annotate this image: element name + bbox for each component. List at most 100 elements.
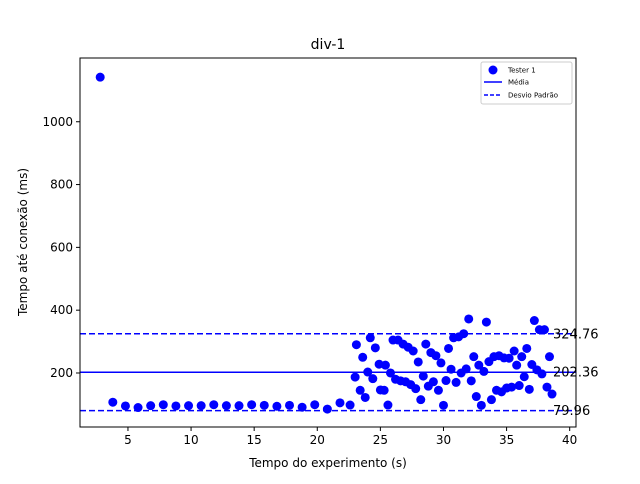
data-point	[479, 366, 489, 376]
data-point	[380, 360, 390, 370]
data-point	[451, 377, 461, 387]
std-dev-value-label: 79.96	[553, 404, 590, 419]
x-tick-label: 30	[436, 433, 451, 447]
data-point	[247, 400, 257, 410]
x-tick-label: 20	[310, 433, 325, 447]
data-point	[431, 351, 441, 361]
data-point	[196, 401, 206, 411]
x-tick-label: 15	[247, 433, 262, 447]
data-point	[416, 395, 426, 405]
data-point	[509, 346, 519, 356]
data-point	[95, 72, 105, 82]
data-point	[519, 372, 529, 382]
data-point	[547, 389, 557, 399]
data-point	[285, 400, 295, 410]
x-tick-label: 5	[124, 433, 132, 447]
data-point	[469, 352, 479, 362]
data-point	[418, 371, 428, 381]
data-point	[539, 325, 549, 335]
y-tick-label: 400	[50, 303, 73, 317]
data-point	[335, 398, 345, 408]
data-point	[446, 364, 456, 374]
data-point	[461, 364, 471, 374]
data-point	[504, 353, 514, 363]
data-point	[474, 360, 484, 370]
data-point	[133, 403, 143, 413]
data-point	[522, 343, 532, 353]
data-point	[234, 401, 244, 411]
legend-label-desvio: Desvio Padrão	[508, 92, 558, 100]
data-point	[413, 357, 423, 367]
data-point	[310, 400, 320, 410]
data-point	[108, 397, 118, 407]
data-point	[512, 360, 522, 370]
data-point	[411, 384, 421, 394]
data-point	[459, 329, 469, 339]
data-point	[355, 385, 365, 395]
data-point	[322, 404, 332, 414]
data-point	[537, 369, 547, 379]
data-point	[370, 343, 380, 353]
data-point	[481, 317, 491, 327]
x-tick-label: 35	[499, 433, 514, 447]
y-axis-label: Tempo até conexão (ms)	[16, 168, 30, 317]
data-point	[486, 395, 496, 405]
data-point	[444, 343, 454, 353]
data-point	[365, 333, 375, 343]
legend: Tester 1 Média Desvio Padrão	[480, 61, 573, 105]
data-point	[146, 401, 156, 411]
data-point	[350, 372, 360, 382]
data-point	[433, 385, 443, 395]
data-point	[297, 402, 307, 412]
data-point	[507, 382, 517, 392]
data-point	[158, 400, 168, 410]
data-point	[209, 400, 219, 410]
y-tick-label: 800	[50, 178, 73, 192]
x-tick-label: 25	[373, 433, 388, 447]
data-point	[542, 382, 552, 392]
chart-title: div-1	[311, 37, 346, 53]
data-point	[436, 358, 446, 368]
data-point	[272, 401, 282, 411]
data-point	[345, 400, 355, 410]
data-point	[476, 400, 486, 410]
data-point	[221, 401, 231, 411]
data-point	[466, 376, 476, 386]
data-point	[379, 385, 389, 395]
data-point	[471, 392, 481, 402]
data-point	[441, 376, 451, 386]
data-point	[421, 339, 431, 349]
data-point	[529, 316, 539, 326]
data-point	[524, 384, 534, 394]
data-point	[358, 352, 368, 362]
x-tick-label: 10	[183, 433, 198, 447]
data-point	[428, 377, 438, 387]
legend-label-media: Média	[508, 79, 529, 87]
y-tick-label: 1000	[42, 115, 73, 129]
data-point	[514, 381, 524, 391]
y-tick-label: 600	[50, 240, 73, 254]
data-point	[385, 368, 395, 378]
data-point	[184, 401, 194, 411]
data-point	[517, 352, 527, 362]
data-point	[259, 400, 269, 410]
legend-box	[480, 61, 573, 105]
x-tick-label: 40	[562, 433, 577, 447]
legend-marker-dot	[488, 65, 498, 75]
data-point	[383, 400, 393, 410]
data-point	[464, 314, 474, 324]
data-point	[368, 374, 378, 384]
data-point	[363, 367, 373, 377]
plot-frame	[79, 57, 577, 428]
data-point	[360, 392, 370, 402]
data-point	[544, 352, 554, 362]
legend-label-tester: Tester 1	[507, 67, 536, 75]
x-axis-label: Tempo do experimento (s)	[248, 456, 407, 470]
data-point	[120, 401, 130, 411]
data-point	[408, 346, 418, 356]
data-point	[438, 400, 448, 410]
y-tick-label: 200	[50, 366, 73, 380]
data-point	[351, 340, 361, 350]
